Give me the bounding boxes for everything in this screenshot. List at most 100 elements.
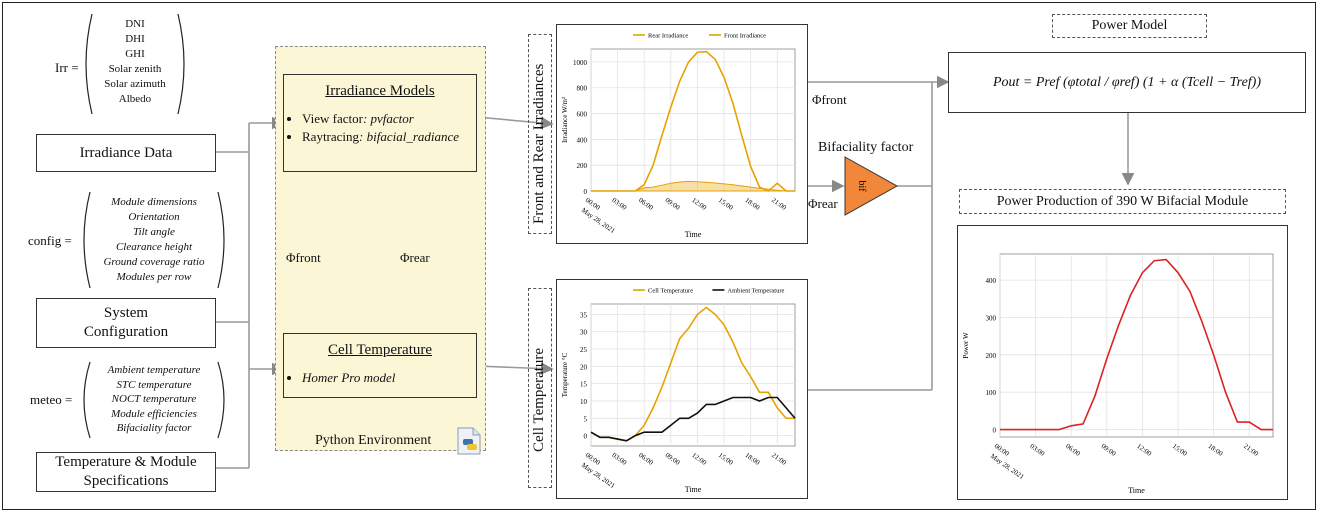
y-tick-label: 25 [580, 346, 588, 354]
x-axis-label: Time [685, 230, 702, 239]
cell-temperature-list: Homer Pro model [284, 369, 476, 387]
legend-entry: Front Irradiance [724, 33, 766, 40]
irr-vector: DNI DHI GHI Solar zenith Solar azimuth A… [92, 17, 178, 107]
irradiance-data-box: Irradiance Data [36, 134, 216, 172]
y-tick-label: 200 [577, 162, 588, 170]
power-chart: 0 100 200 300 400 00:00 03:00 06:00 09:00 12:00 15… [957, 225, 1288, 500]
irr-item: GHI [125, 48, 145, 60]
config-parentheses [83, 191, 225, 289]
y-tick-label: 600 [577, 111, 588, 119]
meteo-item: NOCT temperature [111, 393, 197, 405]
system-configuration-box: System Configuration [36, 298, 216, 348]
phi-front-out-label: Φfront [812, 92, 847, 107]
y-tick-label: 100 [986, 389, 997, 397]
x-tick-label: 06:00 [637, 451, 655, 467]
irradiance-chart: 0 200 400 600 800 1000 00:00 03:00 06:00 09:00 12:… [556, 24, 808, 244]
x-tick-label: 21:00 [1242, 442, 1260, 458]
series-line [590, 306, 795, 442]
bifaciality-factor-label: Bifaciality factor [818, 140, 914, 155]
irradiance-model-item: Raytracing: bifacial_radiance [302, 128, 476, 146]
meteo-vector: Ambient temperature STC temperature NOCT… [88, 363, 220, 436]
x-tick-label: 12:00 [1135, 442, 1153, 458]
series-line [1000, 258, 1273, 431]
power-production-title: Power Production of 390 W Bifacial Modul… [959, 189, 1286, 214]
cell-temperature-box: Cell Temperature Homer Pro model [283, 333, 477, 398]
y-tick-label: 200 [986, 352, 997, 360]
irr-label: Irr = [55, 60, 79, 75]
x-tick-label: 21:00 [770, 196, 788, 212]
y-tick-label: 0 [584, 433, 588, 441]
y-tick-label: 400 [577, 136, 588, 144]
y-tick-label: 400 [986, 277, 997, 285]
config-item: Ground coverage ratio [103, 256, 205, 268]
phi-rear-label: Φrear [400, 250, 430, 265]
x-tick-label: 12:00 [690, 196, 708, 212]
irr-parentheses [85, 13, 185, 115]
meteo-item: STC temperature [116, 378, 192, 391]
y-tick-label: 10 [580, 398, 588, 406]
x-tick-label: 03:00 [610, 451, 628, 467]
cell-temperature-item: Homer Pro model [302, 369, 476, 387]
x-sublabel: May 28, 2021 [580, 206, 617, 235]
config-item: Tilt angle [133, 226, 175, 238]
irradiance-model-item: View factor: pvfactor [302, 110, 476, 128]
x-tick-label: 03:00 [610, 196, 628, 212]
config-item: Orientation [128, 211, 180, 223]
y-tick-label: 0 [584, 188, 588, 196]
y-tick-label: 300 [986, 314, 997, 322]
temperature-chart-title-frame [528, 288, 552, 488]
meteo-parentheses [83, 361, 225, 439]
y-tick-label: 800 [577, 85, 588, 93]
x-sublabel: May 28, 2021 [580, 461, 617, 490]
x-tick-label: 18:00 [744, 451, 762, 467]
irradiance-models-title: Irradiance Models [325, 83, 435, 99]
x-tick-label: 03:00 [1028, 442, 1046, 458]
meteo-item: Ambient temperature [107, 364, 201, 376]
irradiance-chart-title-frame [528, 34, 552, 234]
config-item: Modules per row [116, 271, 192, 283]
temperature-chart-title: Cell Temperature [531, 347, 547, 452]
phi-front-label: Φfront [286, 250, 321, 265]
meteo-item: Bifaciality factor [116, 422, 192, 434]
config-item: Clearance height [115, 241, 193, 253]
x-tick-label: 15:00 [1171, 442, 1189, 458]
x-tick-label: 21:00 [770, 451, 788, 467]
temperature-module-specs-box: Temperature & Module Specifications [36, 452, 216, 492]
x-axis-label: Time [685, 485, 702, 494]
x-tick-label: 09:00 [664, 451, 682, 467]
y-tick-label: 5 [584, 415, 588, 423]
y-tick-label: 20 [580, 363, 588, 371]
plot-area [590, 303, 796, 447]
irr-item: DHI [125, 33, 145, 45]
x-tick-label: 18:00 [1207, 442, 1225, 458]
irradiance-chart-title: Front and Rear Irradiances [531, 63, 547, 224]
legend-entry: Cell Temperature [648, 288, 693, 295]
x-tick-label: 15:00 [717, 196, 735, 212]
python-file-icon [457, 427, 481, 455]
y-axis-label: Irradiance W/m² [561, 97, 569, 143]
power-model-title: Power Model [1052, 14, 1207, 38]
legend-entry: Rear Irradiance [648, 33, 688, 40]
config-vector: Module dimensions Orientation Tilt angle… [88, 195, 220, 285]
phi-rear-out-label: Φrear [808, 196, 838, 211]
x-tick-label: 06:00 [637, 196, 655, 212]
series-line [591, 50, 795, 192]
power-model-formula: Pout = Pref (φtotal / φref) (1 + α (Tcel… [948, 52, 1306, 113]
x-tick-label: 15:00 [717, 451, 735, 467]
series-line [590, 396, 796, 442]
x-tick-label: 09:00 [1100, 442, 1118, 458]
y-tick-label: 30 [580, 329, 588, 337]
meteo-item: Module efficiencies [111, 407, 197, 420]
irradiance-models-box: Irradiance Models View factor: pvfactor … [283, 74, 477, 172]
y-tick-label: 35 [580, 311, 588, 319]
x-tick-label: 12:00 [690, 451, 708, 467]
x-sublabel: May 28, 2021 [989, 452, 1026, 481]
x-axis-label: Time [1128, 486, 1145, 495]
x-tick-label: 18:00 [744, 196, 762, 212]
legend-entry: Ambient Temperature [727, 288, 784, 295]
python-environment-label: Python Environment [315, 433, 432, 448]
